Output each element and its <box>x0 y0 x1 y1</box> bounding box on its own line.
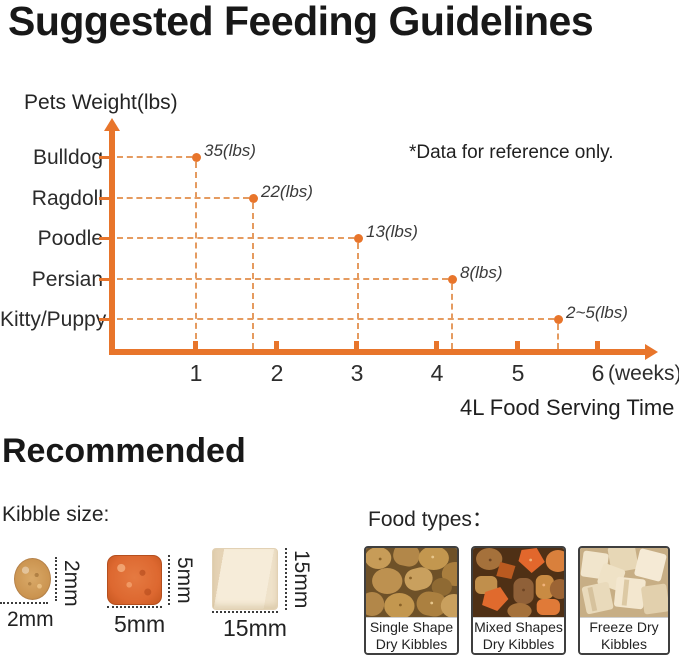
page-title: Suggested Feeding Guidelines <box>8 0 594 44</box>
caption-line-1: Freeze Dry <box>589 618 659 635</box>
measure-line-horizontal <box>0 602 48 604</box>
point-label-kitty-puppy: 2~5(lbs) <box>566 303 628 322</box>
food-type-card-mixed-shapes: Mixed Shapes Dry Kibbles <box>471 546 566 655</box>
x-tick-label-2: 2 <box>270 360 284 386</box>
data-point-poodle <box>354 234 363 243</box>
point-label-ragdoll: 22(lbs) <box>261 182 313 201</box>
kibble-height-label-5mm: 5mm <box>173 557 196 604</box>
kibble-width-label-5mm: 5mm <box>114 611 166 637</box>
food-type-card-freeze-dry: Freeze Dry Kibbles <box>578 546 670 655</box>
mixed-shapes-kibbles-photo <box>473 548 564 617</box>
kibble-height-label-2mm: 2mm <box>60 560 83 607</box>
freeze-dry-kibbles-photo <box>580 548 668 617</box>
cube-kibble-image <box>212 548 278 610</box>
y-tick <box>99 156 113 159</box>
kibble-size-label: Kibble size: <box>2 503 110 526</box>
x-axis-unit: (weeks) <box>608 362 679 385</box>
y-axis-arrow <box>104 118 120 131</box>
y-axis-label: Pets Weight(lbs) <box>24 91 178 114</box>
x-tick-label-6: 6 <box>591 360 605 386</box>
chart-note: *Data for reference only. <box>409 142 614 163</box>
kibble-width-label-15mm: 15mm <box>223 615 287 641</box>
measure-line-vertical <box>55 557 57 601</box>
y-tick <box>99 237 113 240</box>
x-tick <box>274 341 279 350</box>
guide-line <box>252 203 254 349</box>
x-tick-label-5: 5 <box>511 360 525 386</box>
measure-line-vertical <box>168 555 170 605</box>
x-tick <box>354 341 359 350</box>
data-point-persian <box>448 275 457 284</box>
measure-line-horizontal <box>212 611 278 613</box>
point-label-poodle: 13(lbs) <box>366 222 418 241</box>
food-types-label: Food types： <box>368 508 493 531</box>
data-point-ragdoll <box>249 194 258 203</box>
data-point-kitty-puppy <box>554 315 563 324</box>
x-tick-label-4: 4 <box>430 360 444 386</box>
food-type-caption: Freeze Dry Kibbles <box>580 617 668 653</box>
x-tick <box>515 341 520 350</box>
feeding-chart: Pets Weight(lbs) *Data for reference onl… <box>0 78 679 423</box>
y-tick <box>99 197 113 200</box>
x-axis-line <box>109 349 647 355</box>
kibble-height-label-15mm: 15mm <box>290 550 313 609</box>
guide-line <box>117 278 448 280</box>
guide-line <box>451 284 453 349</box>
single-shape-kibbles-photo <box>366 548 457 617</box>
guide-line <box>117 237 354 239</box>
guide-line <box>195 162 197 349</box>
data-point-bulldog <box>192 153 201 162</box>
recommended-heading: Recommended <box>2 432 246 470</box>
guide-line <box>557 324 559 349</box>
caption-line-1: Mixed Shapes <box>474 618 563 635</box>
category-label-persian: Persian <box>31 268 103 291</box>
category-label-kitty-puppy: Kitty/Puppy <box>0 308 107 331</box>
square-kibble-image <box>107 555 162 605</box>
category-label-ragdoll: Ragdoll <box>31 187 103 210</box>
x-tick <box>193 341 198 350</box>
caption-line-2: Dry Kibbles <box>375 635 448 652</box>
food-type-caption: Single Shape Dry Kibbles <box>366 617 457 653</box>
caption-line-1: Single Shape <box>369 618 454 635</box>
guide-line <box>117 318 554 320</box>
kibble-width-label-2mm: 2mm <box>7 608 54 631</box>
x-axis-arrow <box>645 344 658 360</box>
x-tick <box>595 341 600 350</box>
y-axis-line <box>109 130 115 355</box>
category-label-bulldog: Bulldog <box>32 146 103 169</box>
guide-line <box>117 197 249 199</box>
food-type-card-single-shape: Single Shape Dry Kibbles <box>364 546 459 655</box>
point-label-persian: 8(lbs) <box>460 263 503 282</box>
caption-line-2: Kibbles <box>601 635 647 652</box>
guide-line <box>357 243 359 349</box>
round-kibble-image <box>14 558 51 600</box>
caption-line-2: Dry Kibbles <box>482 635 555 652</box>
x-tick <box>434 341 439 350</box>
measure-line-horizontal <box>107 606 162 608</box>
x-tick-label-1: 1 <box>189 360 203 386</box>
point-label-bulldog: 35(lbs) <box>204 141 256 160</box>
guide-line <box>117 156 192 158</box>
category-label-poodle: Poodle <box>37 227 103 250</box>
y-tick <box>99 318 113 321</box>
food-type-caption: Mixed Shapes Dry Kibbles <box>473 617 564 653</box>
y-tick <box>99 278 113 281</box>
x-axis-label: 4L Food Serving Time <box>460 395 675 420</box>
x-tick-label-3: 3 <box>350 360 364 386</box>
measure-line-vertical <box>285 548 287 610</box>
